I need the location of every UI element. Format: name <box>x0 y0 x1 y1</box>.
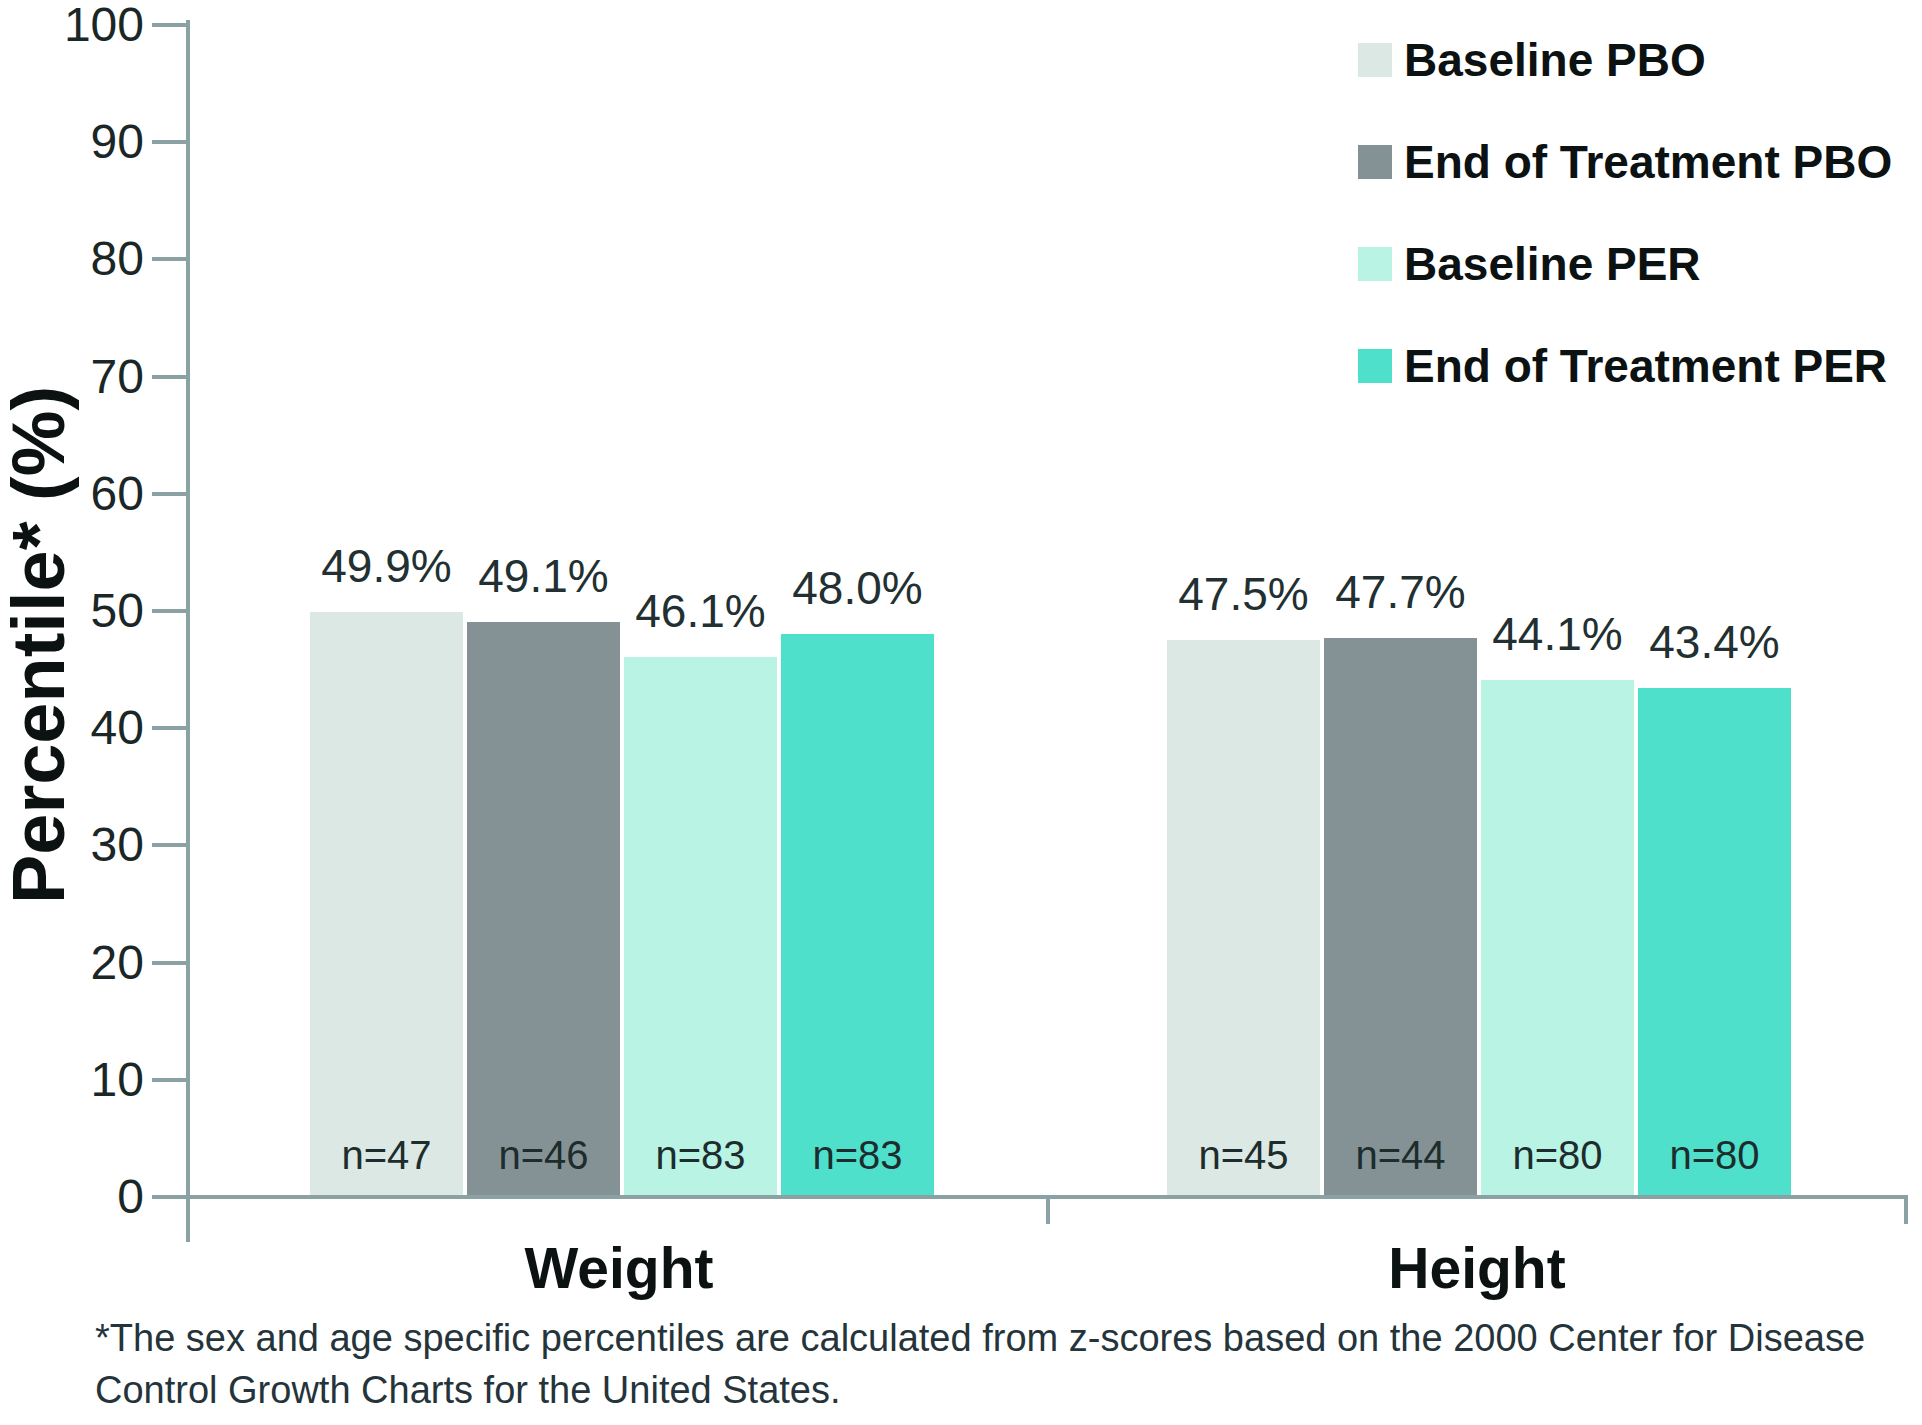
legend-item-baseline-pbo: Baseline PBO <box>1358 32 1706 88</box>
n-label-height-end-of-treatment-per: n=80 <box>1615 1133 1815 1177</box>
y-tick-0 <box>152 1195 186 1199</box>
y-tick-50 <box>152 609 186 613</box>
legend-label-end-of-treatment-per: End of Treatment PER <box>1404 339 1887 393</box>
legend-label-end-of-treatment-pbo: End of Treatment PBO <box>1404 135 1892 189</box>
y-tick-label-70: 70 <box>28 352 144 402</box>
y-tick-label-40: 40 <box>28 703 144 753</box>
y-tick-70 <box>152 375 186 379</box>
legend-swatch-end-of-treatment-pbo <box>1358 145 1392 179</box>
n-label-weight-end-of-treatment-per: n=83 <box>758 1133 958 1177</box>
x-axis-tick-1 <box>1904 1197 1908 1224</box>
y-tick-label-0: 0 <box>28 1172 144 1222</box>
y-tick-label-50: 50 <box>28 586 144 636</box>
y-axis-line <box>186 20 190 1242</box>
bar-weight-baseline-pbo <box>310 612 463 1197</box>
y-tick-label-20: 20 <box>28 938 144 988</box>
bar-weight-end-of-treatment-per <box>781 634 934 1197</box>
value-label-height-end-of-treatment-per: 43.4% <box>1575 618 1855 666</box>
y-tick-label-90: 90 <box>28 117 144 167</box>
y-tick-90 <box>152 140 186 144</box>
legend-swatch-baseline-per <box>1358 247 1392 281</box>
legend-swatch-baseline-pbo <box>1358 43 1392 77</box>
legend-label-baseline-pbo: Baseline PBO <box>1404 33 1706 87</box>
bar-height-end-of-treatment-pbo <box>1324 638 1477 1197</box>
y-tick-30 <box>152 843 186 847</box>
legend-item-end-of-treatment-pbo: End of Treatment PBO <box>1358 134 1892 190</box>
y-tick-label-100: 100 <box>28 0 144 50</box>
y-tick-80 <box>152 257 186 261</box>
bar-weight-baseline-per <box>624 657 777 1197</box>
y-tick-20 <box>152 961 186 965</box>
footnote: *The sex and age specific percentiles ar… <box>95 1312 1875 1416</box>
legend-item-end-of-treatment-per: End of Treatment PER <box>1358 338 1887 394</box>
bar-height-baseline-pbo <box>1167 640 1320 1197</box>
y-tick-label-60: 60 <box>28 469 144 519</box>
category-label-height: Height <box>1257 1238 1697 1298</box>
chart-canvas: Percentile* (%) 49.9%n=4749.1%n=4646.1%n… <box>0 0 1922 1425</box>
bar-height-baseline-per <box>1481 680 1634 1197</box>
value-label-weight-end-of-treatment-per: 48.0% <box>718 564 998 612</box>
bar-height-end-of-treatment-per <box>1638 688 1791 1197</box>
legend-swatch-end-of-treatment-per <box>1358 349 1392 383</box>
x-axis-line <box>152 1195 1908 1199</box>
y-tick-40 <box>152 726 186 730</box>
y-tick-10 <box>152 1078 186 1082</box>
category-label-weight: Weight <box>399 1238 839 1298</box>
legend-item-baseline-per: Baseline PER <box>1358 236 1701 292</box>
bar-weight-end-of-treatment-pbo <box>467 622 620 1197</box>
y-tick-100 <box>152 23 186 27</box>
y-tick-label-10: 10 <box>28 1055 144 1105</box>
y-tick-label-80: 80 <box>28 234 144 284</box>
y-tick-60 <box>152 492 186 496</box>
x-axis-tick-0 <box>1046 1197 1050 1224</box>
y-tick-label-30: 30 <box>28 820 144 870</box>
legend-label-baseline-per: Baseline PER <box>1404 237 1701 291</box>
